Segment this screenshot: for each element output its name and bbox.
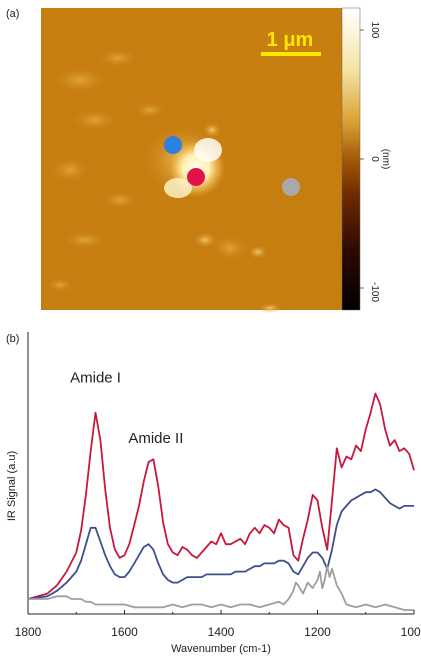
scale-bar-label: 1 μm bbox=[267, 29, 314, 51]
panel-a-label: (a) bbox=[6, 8, 20, 20]
marker-red bbox=[187, 168, 205, 186]
x-tick-label: 1600 bbox=[111, 625, 138, 639]
x-tick-label: 1200 bbox=[304, 625, 331, 639]
panel-b-label: (b) bbox=[6, 333, 20, 345]
x-tick-label: 1800 bbox=[15, 625, 42, 639]
x-tick-label: 1400 bbox=[208, 625, 235, 639]
series-gray-line bbox=[28, 565, 414, 611]
afm-image bbox=[41, 8, 342, 313]
colorbar-tick-100: 100 bbox=[369, 22, 380, 39]
x-axis-label: Wavenumber (cm-1) bbox=[171, 643, 271, 655]
annotation-amide-ii: Amide II bbox=[128, 430, 183, 447]
scale-bar bbox=[261, 52, 321, 56]
afm-height-map-figure: 1 μm 100 0 (nm) -100 bbox=[41, 7, 391, 313]
series-red-line bbox=[27, 392, 415, 600]
colorbar-unit: (nm) bbox=[380, 149, 391, 170]
colorbar bbox=[341, 7, 361, 311]
series-blue-line bbox=[27, 488, 414, 600]
marker-gray bbox=[282, 178, 300, 196]
marker-blue bbox=[164, 136, 182, 154]
colorbar-tick-neg100: -100 bbox=[369, 282, 380, 302]
y-axis-label: IR Signal (a.u) bbox=[6, 451, 18, 521]
annotation-amide-i: Amide I bbox=[70, 370, 121, 387]
colorbar-tick-0: 0 bbox=[369, 156, 380, 162]
